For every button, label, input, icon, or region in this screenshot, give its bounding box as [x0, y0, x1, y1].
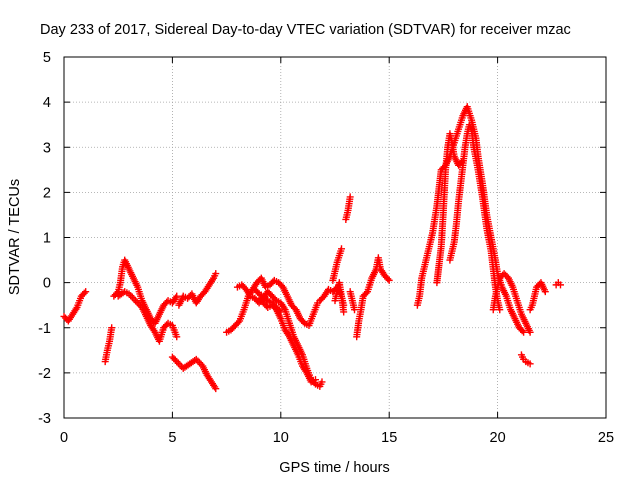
y-axis-label: SDTVAR / TECUs	[7, 179, 23, 295]
data-points	[60, 103, 564, 393]
data-point	[80, 289, 88, 297]
data-point	[262, 295, 270, 303]
y-tick-label: 0	[43, 276, 51, 292]
x-axis-label: GPS time / hours	[279, 460, 389, 476]
data-point	[385, 276, 393, 284]
y-tick-label: 2	[43, 185, 51, 201]
data-point	[271, 295, 279, 303]
data-point	[133, 298, 141, 306]
data-point	[108, 324, 116, 332]
data-point	[275, 306, 283, 314]
data-point	[212, 270, 220, 278]
y-tick-label: 5	[43, 50, 51, 66]
x-tick-label: 25	[598, 430, 614, 446]
data-point	[346, 193, 354, 201]
data-point	[496, 306, 504, 314]
x-tick-label: 5	[168, 430, 176, 446]
x-tick-label: 0	[60, 430, 68, 446]
data-point	[520, 328, 528, 336]
data-point	[212, 385, 220, 393]
data-point	[311, 376, 319, 384]
y-tick-label: 1	[43, 231, 51, 247]
x-tick-label: 20	[490, 430, 506, 446]
y-tick-label: -3	[38, 411, 51, 427]
data-point	[234, 318, 242, 326]
chart-title: Day 233 of 2017, Sidereal Day-to-day VTE…	[40, 22, 571, 38]
data-point	[518, 327, 526, 335]
data-point	[340, 308, 348, 316]
x-tick-label: 10	[273, 430, 289, 446]
data-point	[128, 293, 136, 301]
y-tick-label: 3	[43, 140, 51, 156]
axis-ticks: 0 5 10 15 20 25 -3 -2 -1 0 1 2 3 4 5	[38, 50, 614, 446]
data-point	[556, 281, 564, 289]
data-point	[299, 318, 307, 326]
data-point	[82, 288, 90, 296]
data-point	[318, 378, 326, 386]
data-point	[384, 275, 392, 283]
y-tick-label: 4	[43, 95, 51, 111]
y-tick-label: -1	[38, 321, 51, 337]
grid-lines	[64, 57, 606, 418]
data-point	[526, 360, 534, 368]
data-point	[338, 245, 346, 253]
data-point	[526, 328, 534, 336]
data-point	[173, 333, 181, 341]
data-point	[277, 308, 285, 316]
data-point	[171, 356, 179, 364]
y-tick-label: -2	[38, 366, 51, 382]
data-point	[254, 288, 262, 296]
data-point	[194, 357, 202, 365]
data-point	[173, 292, 181, 300]
data-point	[130, 295, 138, 303]
data-point	[541, 288, 549, 296]
data-point	[351, 306, 359, 314]
data-point	[362, 289, 370, 297]
x-tick-label: 15	[381, 430, 397, 446]
